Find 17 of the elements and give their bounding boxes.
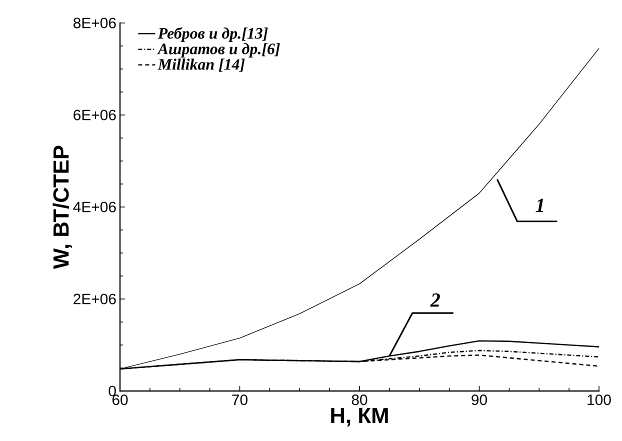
x-tick-label: 80 [352, 394, 368, 406]
y-tick-label: 0 [108, 386, 116, 396]
y-tick-label: 6E+06 [74, 110, 116, 120]
legend-label: Ашратов и др.[6] [157, 43, 280, 58]
legend-label: Millikan [14] [158, 58, 245, 72]
y-axis-title: W, ВТ/СТЕР [52, 146, 72, 269]
y-tick-label: 2E+06 [74, 294, 116, 304]
x-tick-label: 100 [588, 394, 611, 406]
x-tick-label: 90 [472, 394, 487, 406]
y-tick-label: 4E+06 [73, 202, 116, 212]
annotation: 2 [430, 293, 440, 307]
x-tick-label: 60 [112, 394, 128, 406]
x-axis-title: H, КМ [331, 408, 388, 426]
annotation: 1 [536, 198, 544, 212]
legend-label: Ребров и др.[13] [158, 27, 268, 42]
x-tick-label: 70 [232, 394, 248, 406]
y-tick-label: 8E+06 [74, 18, 116, 28]
